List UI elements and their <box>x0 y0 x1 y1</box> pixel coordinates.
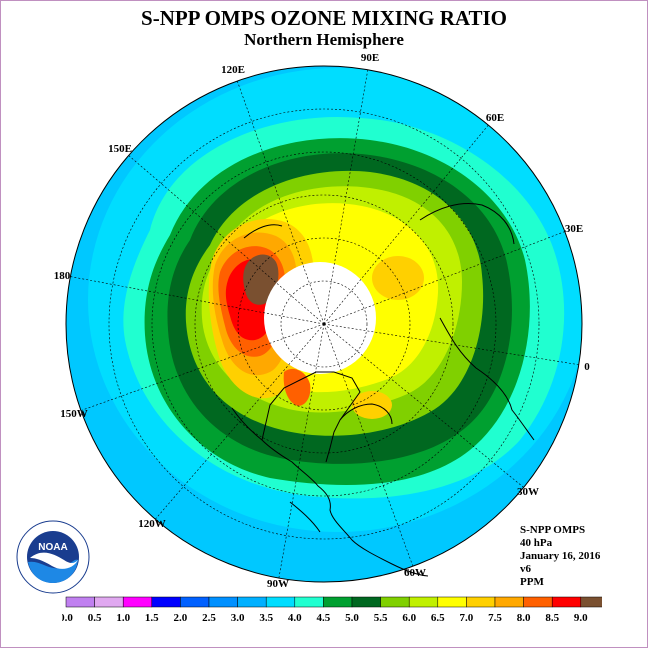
colorbar-tick-label: 8.0 <box>517 612 531 624</box>
colorbar-swatch <box>408 596 439 608</box>
colorbar-tick-label: 7.5 <box>488 612 502 624</box>
colorbar-tick-label: 6.0 <box>402 612 416 624</box>
info-product: S-NPP OMPS <box>520 524 586 536</box>
lon-label-0: 0 <box>584 361 590 373</box>
logo-wordmark: NOAA <box>38 542 67 553</box>
lon-label-150w: 150W <box>60 408 88 420</box>
colorbar-tick-label: 2.0 <box>174 612 188 624</box>
colorbar-tick-label: 4.0 <box>288 612 302 624</box>
lon-label-90w: 90W <box>267 578 289 590</box>
info-panel: S-NPP OMPS 40 hPa January 16, 2016 v6 PP… <box>520 524 600 589</box>
colorbar-swatch <box>65 596 95 608</box>
colorbar-swatch <box>208 596 238 608</box>
colorbar-tick-label: 5.5 <box>374 612 388 624</box>
lon-label-150e: 150E <box>108 143 132 155</box>
ozone-field <box>66 66 582 582</box>
colorbar-swatch <box>122 596 153 608</box>
map-boundary <box>65 65 583 583</box>
contour-9-0 <box>243 254 279 305</box>
colorbar-swatch <box>151 596 181 608</box>
colorbar-swatch <box>523 596 553 608</box>
colorbar-tick-label: 3.0 <box>231 612 245 624</box>
coastlines <box>231 202 535 577</box>
graticule <box>70 69 579 579</box>
colorbar-swatch <box>237 596 267 608</box>
lon-label-30w: 30W <box>517 486 539 498</box>
lon-label-60w: 60W <box>404 567 426 579</box>
lon-label-120e: 120E <box>221 64 245 76</box>
colorbar-tick-label: 0.0 <box>62 612 73 624</box>
colorbar-tick-label: 5.0 <box>345 612 359 624</box>
colorbar: 0.0 0.5 1.0 1.5 2.0 2.5 3.0 3.5 4.0 4.5 5.0 5.5 6.0 6… <box>62 596 602 624</box>
page-title: S-NPP OMPS OZONE MIXING RATIO <box>141 6 507 30</box>
info-date: January 16, 2016 <box>520 550 601 562</box>
colorbar-swatch <box>265 596 296 608</box>
contour-7-0-east <box>372 256 424 300</box>
lon-label-60e: 60E <box>486 112 504 124</box>
colorbar-swatch <box>180 596 210 608</box>
colorbar-tick-label: 1.0 <box>116 612 130 624</box>
lon-label-180: 180 <box>54 270 71 282</box>
lon-label-90e: 90E <box>361 52 379 64</box>
colorbar-tick-label: 0.5 <box>88 612 102 624</box>
noaa-logo: NOAA <box>16 520 90 594</box>
info-level: 40 hPa <box>520 537 553 549</box>
colorbar-swatch <box>94 596 124 608</box>
colorbar-swatch <box>380 596 410 608</box>
colorbar-swatch <box>323 596 353 608</box>
info-units: PPM <box>520 576 544 588</box>
colorbar-tick-label: 8.5 <box>545 612 559 624</box>
longitude-labels: 90E 60E 30E 0 30W 60W 90W 120W 150W 180 150E 120E <box>54 52 591 590</box>
info-version: v6 <box>520 563 531 575</box>
colorbar-swatch <box>466 596 496 608</box>
colorbar-swatch <box>294 596 324 608</box>
colorbar-tick-label: 9.0 <box>574 612 588 624</box>
colorbar-swatch <box>580 596 602 608</box>
colorbar-tick-label: 6.5 <box>431 612 445 624</box>
colorbar-swatch <box>551 596 582 608</box>
colorbar-swatch <box>437 596 467 608</box>
colorbar-tick-label: 7.0 <box>460 612 474 624</box>
colorbar-swatch <box>351 596 381 608</box>
colorbar-tick-label: 2.5 <box>202 612 216 624</box>
lon-label-120w: 120W <box>138 518 166 530</box>
colorbar-tick-label: 1.5 <box>145 612 159 624</box>
colorbar-swatch <box>494 596 524 608</box>
lon-label-30e: 30E <box>565 223 583 235</box>
contour-7-0-america <box>352 391 392 419</box>
polar-night-no-data <box>264 262 376 374</box>
page-subtitle: Northern Hemisphere <box>244 30 404 49</box>
colorbar-tick-label: 3.5 <box>259 612 273 624</box>
colorbar-tick-label: 4.5 <box>317 612 331 624</box>
